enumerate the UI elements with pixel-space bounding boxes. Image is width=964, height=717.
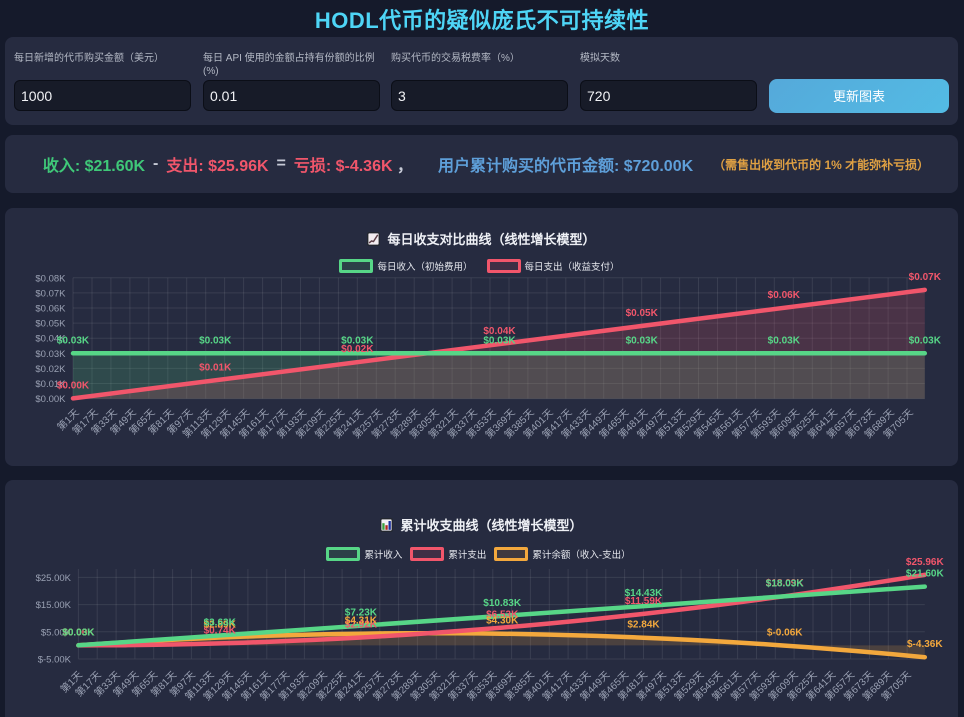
- svg-text:$18.03K: $18.03K: [766, 578, 805, 589]
- svg-text:$2.92K: $2.92K: [345, 620, 378, 631]
- svg-text:$2.89K: $2.89K: [204, 620, 237, 631]
- svg-text:$-5.00K: $-5.00K: [38, 655, 72, 666]
- svg-text:$7.23K: $7.23K: [345, 608, 378, 619]
- svg-text:$0.00K: $0.00K: [62, 627, 95, 638]
- svg-text:$4.31K: $4.31K: [345, 616, 378, 627]
- svg-text:$0.03K: $0.03K: [909, 335, 942, 346]
- svg-text:$21.60K: $21.60K: [906, 569, 945, 580]
- svg-text:$0.03K: $0.03K: [483, 335, 516, 346]
- svg-text:$4.30K: $4.30K: [486, 616, 519, 627]
- svg-text:$0.00K: $0.00K: [57, 380, 90, 391]
- svg-text:$0.03K: $0.03K: [35, 349, 66, 360]
- svg-text:$3.63K: $3.63K: [204, 618, 237, 629]
- svg-text:$11.59K: $11.59K: [625, 596, 663, 607]
- svg-text:$6.53K: $6.53K: [486, 610, 519, 621]
- svg-text:$0.05K: $0.05K: [35, 319, 66, 330]
- svg-text:$-0.06K: $-0.06K: [767, 628, 803, 639]
- svg-text:$0.06K: $0.06K: [35, 304, 66, 315]
- svg-text:$0.07K: $0.07K: [909, 272, 942, 283]
- svg-text:$0.74K: $0.74K: [204, 625, 237, 636]
- svg-text:$0.01K: $0.01K: [199, 362, 232, 373]
- svg-text:$0.07K: $0.07K: [35, 288, 66, 299]
- svg-text:$0.03K: $0.03K: [62, 627, 95, 638]
- svg-text:$25.96K: $25.96K: [906, 557, 945, 568]
- svg-text:$0.01K: $0.01K: [35, 379, 66, 390]
- svg-text:$2.84K: $2.84K: [627, 620, 660, 631]
- svg-text:$0.03K: $0.03K: [626, 335, 659, 346]
- svg-text:$10.83K: $10.83K: [483, 598, 522, 609]
- svg-text:$15.00K: $15.00K: [36, 600, 72, 611]
- svg-text:$0.03K: $0.03K: [62, 627, 95, 638]
- svg-text:$25.00K: $25.00K: [36, 573, 72, 584]
- svg-text:$0.04K: $0.04K: [483, 326, 516, 337]
- svg-text:$0.04K: $0.04K: [35, 334, 66, 345]
- svg-text:$0.05K: $0.05K: [626, 308, 659, 319]
- svg-text:$0.03K: $0.03K: [768, 335, 801, 346]
- svg-text:$14.43K: $14.43K: [625, 588, 664, 599]
- svg-text:$5.00K: $5.00K: [41, 627, 72, 638]
- svg-text:$0.08K: $0.08K: [35, 273, 66, 284]
- svg-text:$0.06K: $0.06K: [768, 290, 801, 301]
- svg-text:$0.02K: $0.02K: [341, 344, 374, 355]
- svg-text:$0.02K: $0.02K: [35, 364, 66, 375]
- svg-text:$-4.36K: $-4.36K: [907, 639, 943, 650]
- svg-text:$0.03K: $0.03K: [199, 335, 232, 346]
- svg-text:$0.03K: $0.03K: [341, 335, 374, 346]
- svg-text:$18.09K: $18.09K: [766, 578, 805, 589]
- svg-text:$0.00K: $0.00K: [35, 394, 66, 405]
- svg-text:$0.03K: $0.03K: [57, 335, 90, 346]
